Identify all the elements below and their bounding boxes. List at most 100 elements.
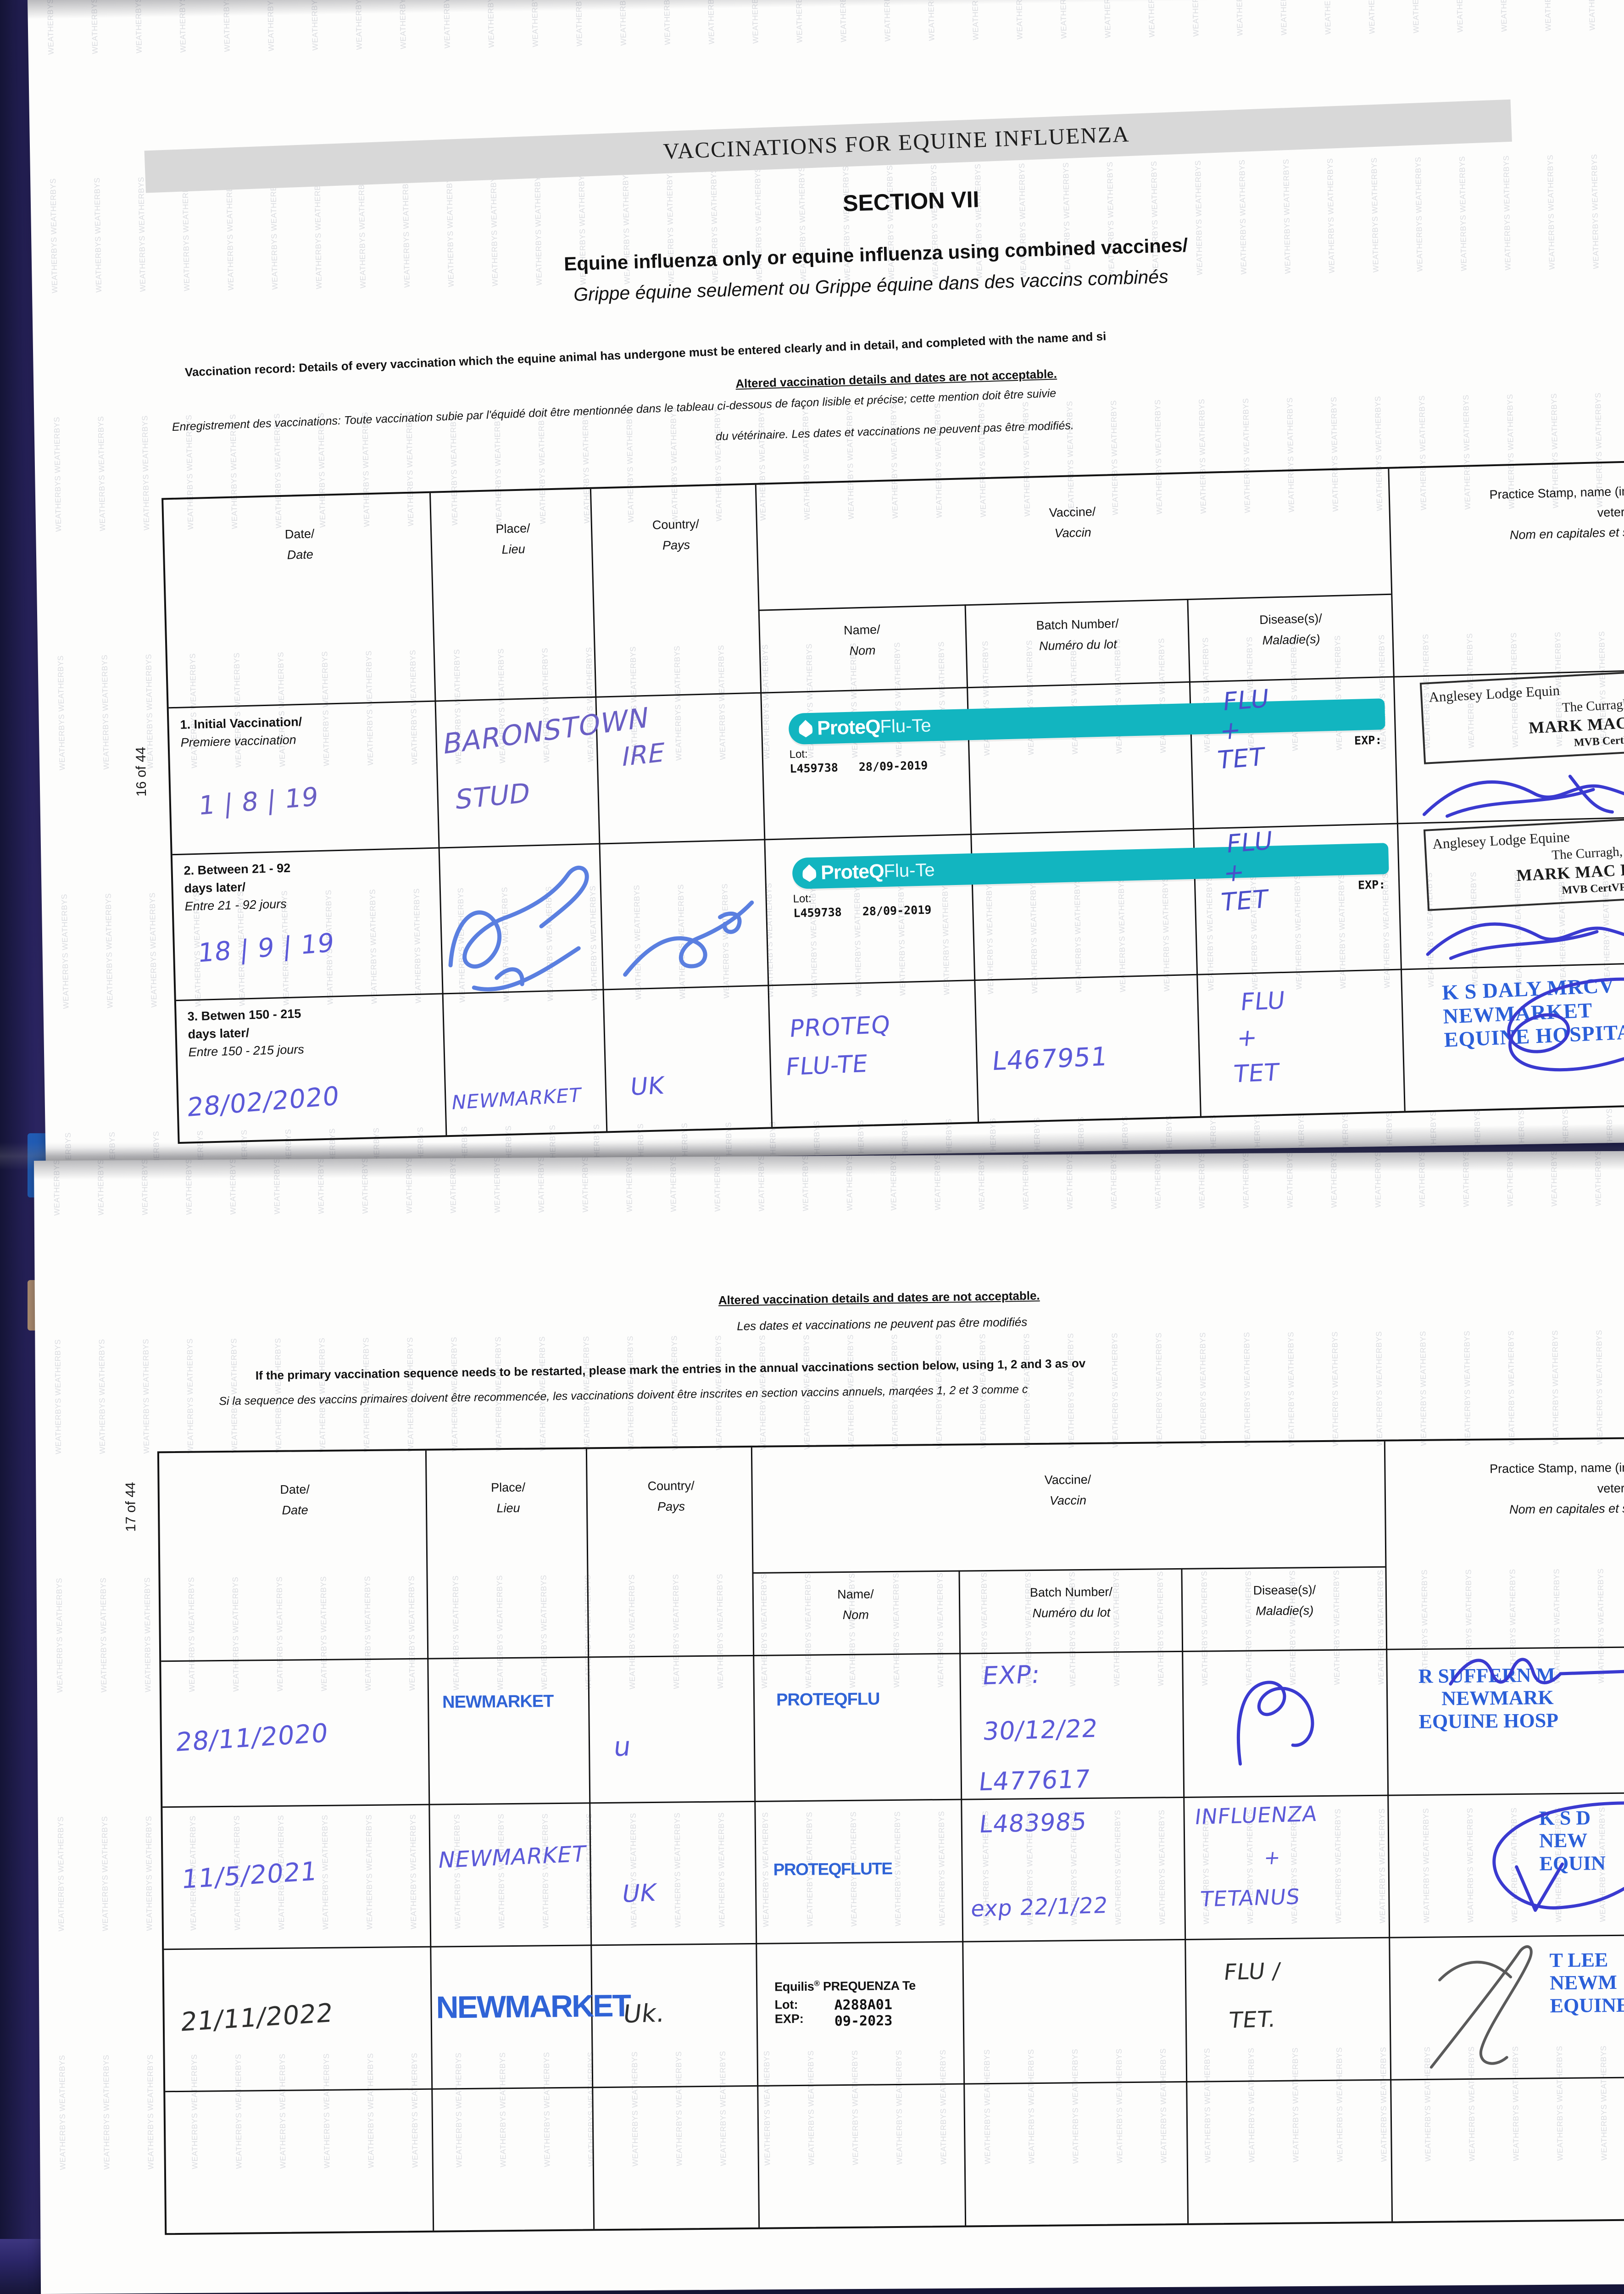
lot-date-value: 28/09-2019 (858, 758, 928, 774)
equilis-lot-label: Lot: (774, 1998, 798, 2012)
row-3-date-value: 28/02/2020 (186, 1081, 341, 1123)
th-stamp-line1: Practice Stamp, name (in capi (1489, 484, 1624, 502)
col2-divider-name (958, 1570, 967, 2226)
col-divider-date (429, 493, 447, 1136)
row-2-label-en: 2. Between 21 - 92 (184, 861, 291, 878)
th2-batch: Batch Number/ Numéro du lot (963, 1581, 1179, 1624)
page-marker-17: 17 of 44 (123, 1482, 139, 1532)
row-3-place-value: NEWMARKET (450, 1083, 583, 1114)
th2-country: Country/ Pays (595, 1475, 747, 1517)
section-title: SECTION VII (842, 186, 980, 217)
row-3-batch-value: L467951 (990, 1041, 1109, 1077)
note-top-line2: Altered vaccination details and dates ar… (735, 367, 1057, 391)
row-1-label-en: 1. Initial Vaccination/ (180, 714, 302, 732)
th-country-fr: Pays (662, 537, 690, 552)
th2-name-en: Name/ (837, 1587, 874, 1602)
th2-name-fr: Nom (842, 1608, 869, 1622)
th-vaccine: Vaccine/ Vaccin (760, 494, 1385, 551)
row-1-label: 1. Initial Vaccination/ Premiere vaccina… (180, 713, 302, 752)
th-batch-en: Batch Number/ (1036, 616, 1119, 633)
row-3-label-en: 3. Betwen 150 - 215 (187, 1007, 301, 1024)
note-mid-line1: Altered vaccination details and dates ar… (718, 1288, 1040, 1307)
row2-divider-header (161, 1646, 1624, 1662)
note-mid-line3: If the primary vaccination sequence need… (255, 1356, 1086, 1382)
annual-row-1-batch-l2: 30/12/22 (981, 1714, 1100, 1746)
row-2-date-value: 18 | 9 | 19 (196, 928, 336, 969)
col2-divider-date (425, 1450, 434, 2231)
th2-stamp-line2: veterinaria (1597, 1481, 1624, 1495)
th2-name: Name/ Nom (757, 1583, 955, 1626)
annual-row-1-signature (1449, 1658, 1624, 1686)
row2-divider-header-sub (752, 1566, 1385, 1574)
th2-place-fr: Lieu (496, 1501, 520, 1515)
row-divider-header (168, 669, 1624, 709)
annual-stamp1-line3: EQUINE HOSP (1418, 1709, 1559, 1733)
vaccine-brand-suffix: Flu-Te (880, 715, 932, 737)
col2-divider-country (751, 1447, 760, 2227)
th2-vaccine-fr: Vaccin (1049, 1493, 1087, 1508)
th-batch-fr: Numéro du lot (1039, 637, 1117, 653)
annual-row-2-date: 11/5/2021 (180, 1856, 319, 1895)
annual-row-1-place: NEWMARKET (442, 1692, 554, 1712)
annual-row-1-vaccine: PROTEQFLU (776, 1689, 880, 1710)
row-1-practice-stamp: Anglesey Lodge Equin The Curragh, Co. K … (1419, 669, 1624, 764)
note-top-line4: du vétérinaire. Les dates et vaccination… (715, 419, 1074, 443)
equilis-variant: PREQUENZA Te (823, 1978, 916, 1993)
annual-row-3-disease-l2: TET. (1227, 2006, 1278, 2033)
annual-row-3-disease-l1: FLU / (1222, 1958, 1282, 1986)
equilis-brand: Equilis (774, 1979, 814, 1994)
row-2-signature (1426, 922, 1624, 960)
row-3-vaccine-value: PROTEQ FLU-TE (784, 1011, 892, 1081)
row-3-signature (1507, 977, 1624, 1072)
th2-vaccine-en: Vaccine/ (1044, 1472, 1091, 1487)
row-1-country-value: IRE (619, 737, 667, 773)
th2-disease: Disease(s)/ Maladie(s) (1186, 1579, 1384, 1622)
row-3-disease-value: FLU + TET (1232, 986, 1287, 1089)
annual-row-2-batch-l1: L483985 (978, 1808, 1089, 1839)
annual-row-1-country: u (612, 1731, 633, 1763)
exp-label: EXP: (1354, 733, 1382, 747)
page-16-sheet: WEATHERBYS WEATHERBYS WEATHERBYS WEATHERB… (28, 0, 1624, 1168)
th-place: Place/ Lieu (439, 517, 587, 561)
row-1-place-value2: STUD (453, 777, 533, 816)
th-date: Date/ Date (224, 522, 376, 567)
th2-batch-fr: Numéro du lot (1032, 1605, 1111, 1620)
col-divider-place (590, 489, 608, 1131)
row-2-disease-value: FLU + TET (1219, 826, 1274, 917)
page-17-sheet: WEATHERBYS WEATHERBYS WEATHERBYS WEATHERB… (34, 1151, 1624, 2294)
registered-mark-icon: ® (814, 1979, 820, 1988)
th-vaccine-en: Vaccine/ (1049, 505, 1096, 520)
row-1-date-value: 1 | 8 | 19 (197, 781, 320, 821)
row-3-label-en2: days later/ (188, 1026, 250, 1041)
annual-row-1-batch-l3: L477617 (977, 1764, 1092, 1797)
row-2-place-scribble (448, 865, 589, 991)
th2-disease-fr: Maladie(s) (1256, 1603, 1314, 1618)
vaccine-brand: ProteQ (817, 715, 881, 740)
th-name-en: Name/ (843, 623, 880, 638)
row-2-country-scribble (623, 900, 754, 977)
equilis-exp-label: EXP: (774, 2011, 804, 2026)
annual-row-3-signature (1429, 1945, 1533, 2069)
lot-label-2: Lot: (793, 892, 812, 905)
vaccine-brand-2: ProteQ (820, 860, 884, 884)
col2-divider-batch (1181, 1568, 1189, 2223)
annual-row-2-country: UK (620, 1879, 659, 1909)
row-3-label: 3. Betwen 150 - 215 days later/ Entre 15… (187, 1005, 304, 1062)
annual-row-3-vaccine-sticker: Equilis® PREQUENZA Te Lot: EXP: A288A01 … (774, 1976, 1151, 2030)
lot-date-value-2: 28/09-2019 (862, 903, 932, 919)
row-1-label-fr: Premiere vaccination (180, 733, 297, 750)
row-2-label: 2. Between 21 - 92 days later/ Entre 21 … (184, 859, 292, 916)
lot-value-2: L459738 (793, 905, 842, 920)
th2-practice-stamp: Practice Stamp, name (in capi veterinari… (1393, 1457, 1624, 1521)
annual-row-3-country: Uk. (622, 1998, 667, 2029)
annual-row-3-date: 21/11/2022 (179, 1998, 335, 2038)
annual-row-2-disease-l3: TETANUS (1199, 1884, 1301, 1912)
equilis-brand-line: Equilis® PREQUENZA Te (774, 1976, 1151, 1994)
th-batch: Batch Number/ Numéro du lot (969, 612, 1186, 658)
exp-label-2: EXP: (1357, 878, 1386, 892)
th2-place-en: Place/ (490, 1480, 526, 1495)
th2-disease-en: Disease(s)/ (1253, 1583, 1316, 1598)
page-marker-16: 16 of 44 (133, 746, 150, 797)
annual-row-3-place: NEWMARKET (436, 1988, 630, 2025)
equilis-exp-value: 09-2023 (834, 2013, 893, 2030)
